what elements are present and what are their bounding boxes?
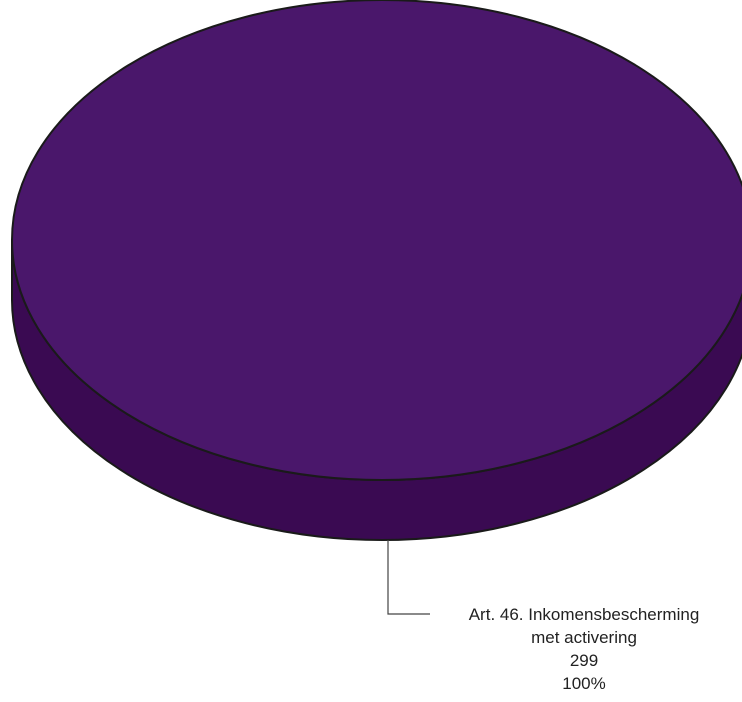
slice-value-label: 299 <box>570 651 598 670</box>
slice-label-line-1: Art. 46. Inkomensbescherming <box>469 605 700 624</box>
slice-label-line-2: met activering <box>531 628 637 647</box>
slice-leader-line <box>387 540 430 615</box>
slice-percent-label: 100% <box>562 674 605 693</box>
pie-slice-top[interactable] <box>11 0 742 481</box>
